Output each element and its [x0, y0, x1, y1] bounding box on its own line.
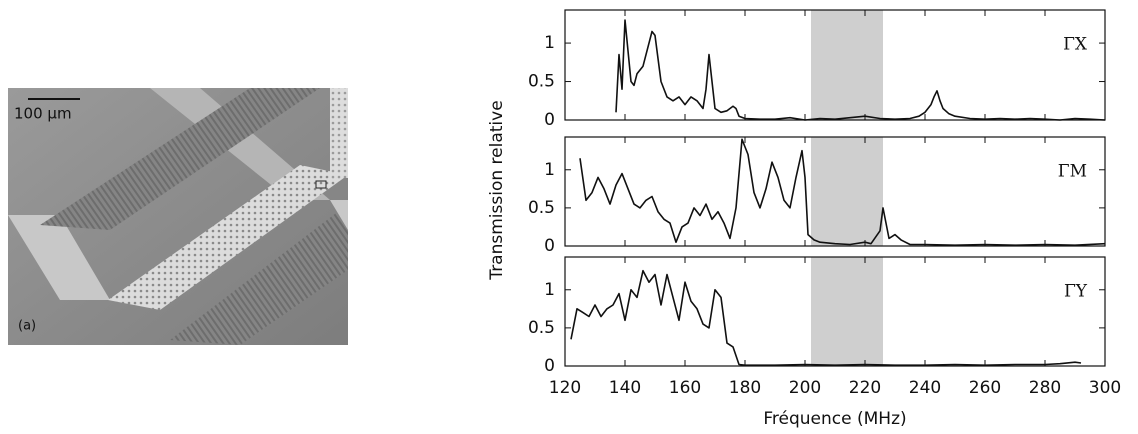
x-tick-label: 200 [789, 378, 821, 398]
x-tick-label: 220 [849, 378, 881, 398]
shaded-band [811, 137, 883, 246]
shaded-band [811, 257, 883, 366]
y-tick-label: 1 [544, 33, 555, 53]
sem-image: 100 µm (a) [8, 88, 348, 345]
series-line [579, 138, 1106, 246]
x-tick-label: 120 [549, 378, 581, 398]
y-axis-label: Transmission relative [487, 100, 507, 280]
y-tick-label: 0.5 [528, 198, 555, 218]
series-line [570, 269, 1082, 366]
x-tick-label: 280 [1029, 378, 1061, 398]
y-tick-label: 0 [544, 236, 555, 256]
shaded-band [811, 10, 883, 120]
y-tick-label: 1 [544, 160, 555, 180]
plot-frame [564, 136, 1106, 247]
y-tick-label: 0 [544, 356, 555, 376]
series-label: ΓM [1058, 162, 1087, 182]
x-tick-label: 180 [729, 378, 761, 398]
y-tick-label: 0.5 [528, 318, 555, 338]
x-tick-label: 300 [1089, 378, 1121, 398]
scale-label: 100 µm [14, 105, 72, 123]
x-tick-label: 260 [969, 378, 1001, 398]
x-axis-label: Fréquence (MHz) [763, 409, 906, 429]
x-tick-label: 160 [669, 378, 701, 398]
plot-frame [564, 9, 1106, 121]
panel-label: (a) [18, 319, 36, 334]
y-tick-label: 0 [544, 110, 555, 130]
plot-frame [564, 256, 1106, 367]
y-tick-label: 1 [544, 280, 555, 300]
series-label: ΓY [1064, 282, 1088, 302]
series-line [615, 19, 1106, 121]
x-tick-label: 140 [609, 378, 641, 398]
series-label: ΓX [1063, 35, 1088, 55]
x-tick-label: 240 [909, 378, 941, 398]
y-tick-label: 0.5 [528, 72, 555, 92]
